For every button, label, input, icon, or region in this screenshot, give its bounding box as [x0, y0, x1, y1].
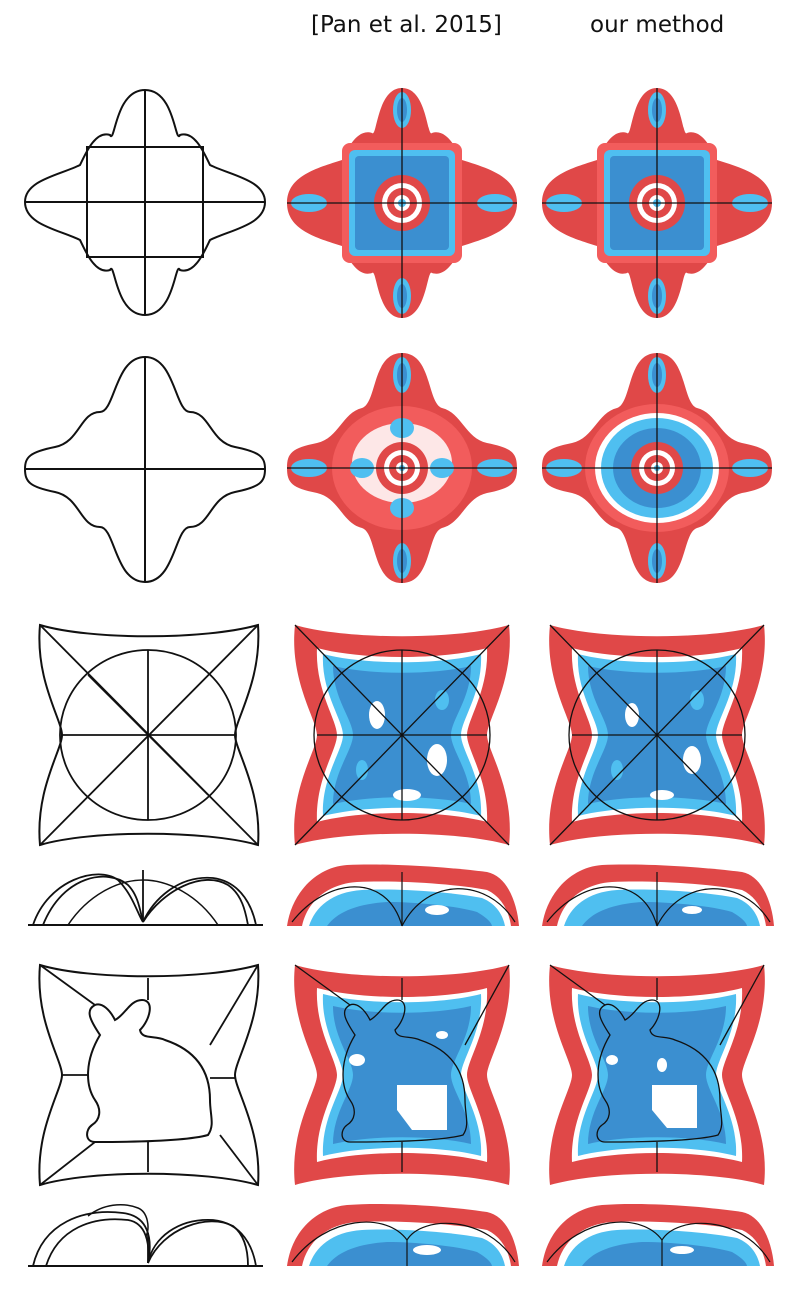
row4-pan-stress-map: [294, 964, 510, 1185]
row3-input-side-profile: [28, 870, 263, 926]
row2-input-curves: [23, 355, 267, 584]
row2-our-stress-map: [542, 353, 772, 583]
row4-pan-side-profile: [287, 1203, 519, 1266]
column-header-pan-2015: [Pan et al. 2015]: [311, 12, 502, 38]
row4-our-stress-map: [549, 964, 765, 1185]
row1-square-rib: [86, 146, 204, 258]
row3-input-curves: [38, 623, 260, 847]
row1-our-stress-map: [542, 88, 772, 318]
row4-input-side-profile: [28, 1203, 263, 1267]
row1-pan-stress-map: [287, 88, 517, 318]
row1-input-curves: [23, 88, 267, 317]
row4-input-curves: [38, 963, 260, 1187]
row4-our-side-profile: [542, 1203, 774, 1266]
row3-pan-side-profile: [287, 864, 519, 927]
row3-pan-stress-map: [294, 624, 510, 846]
column-header-our-method: our method: [590, 12, 725, 38]
bunny-shape: [86, 998, 213, 1144]
row3-our-side-profile: [542, 864, 774, 927]
row3-our-stress-map: [549, 624, 765, 846]
row2-pan-stress-map: [287, 353, 517, 583]
